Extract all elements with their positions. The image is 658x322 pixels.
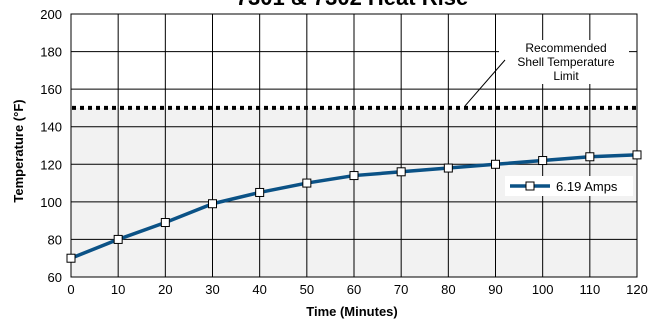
- x-tick-label: 30: [205, 282, 219, 297]
- x-tick-label: 40: [252, 282, 266, 297]
- plot-frame: [70, 13, 638, 278]
- annotation-text-line: Shell Temperature: [517, 55, 614, 69]
- y-tick-label: 100: [40, 195, 62, 210]
- legend-background: [505, 176, 633, 196]
- annotation-text-line: Recommended: [525, 41, 606, 55]
- data-point: [443, 163, 453, 173]
- data-point: [538, 156, 548, 166]
- legend-swatch-marker: [525, 181, 535, 191]
- y-tick-label: 200: [40, 7, 62, 22]
- data-point: [632, 150, 642, 160]
- series-layer: [66, 150, 642, 263]
- y-tick-label: 120: [40, 157, 62, 172]
- legend: 6.19 Amps: [505, 176, 633, 196]
- data-point: [396, 167, 406, 177]
- x-tick-label: 10: [111, 282, 125, 297]
- x-tick-label: 0: [67, 282, 74, 297]
- data-point: [66, 253, 76, 263]
- data-point: [585, 152, 595, 162]
- annotation-leader-line: [464, 59, 506, 107]
- data-point: [255, 187, 265, 197]
- x-tick-label: 70: [394, 282, 408, 297]
- x-axis-title: Time (Minutes): [306, 304, 398, 319]
- y-tick-label: 140: [40, 120, 62, 135]
- y-tick-label: 160: [40, 82, 62, 97]
- data-point: [349, 171, 359, 181]
- y-axis-title: Temperature (°F): [11, 99, 26, 202]
- x-tick-label: 50: [300, 282, 314, 297]
- chart-title: 7301 & 7302 Heat Rise: [236, 0, 468, 10]
- y-tick-labels: 60 80 100 120 140 160 180 200: [40, 7, 62, 285]
- data-point: [160, 218, 170, 228]
- x-tick-labels: 0 10 20 30 40 50 60 70 80 90 100 110 120: [67, 282, 647, 297]
- data-point: [208, 199, 217, 209]
- legend-label: 6.19 Amps: [556, 179, 618, 194]
- annotation-text-line: Limit: [553, 69, 579, 83]
- annotation-background: [499, 40, 629, 84]
- x-tick-label: 110: [579, 282, 600, 297]
- data-point: [113, 234, 123, 244]
- x-tick-label: 90: [488, 282, 502, 297]
- x-tick-label: 120: [626, 282, 648, 297]
- x-tick-label: 80: [441, 282, 455, 297]
- data-point: [491, 159, 500, 169]
- y-tick-label: 60: [48, 270, 62, 285]
- x-tick-label: 60: [347, 282, 361, 297]
- x-tick-label: 100: [532, 282, 554, 297]
- x-tick-label: 20: [158, 282, 172, 297]
- y-tick-label: 80: [48, 232, 62, 247]
- y-tick-label: 180: [40, 45, 62, 60]
- data-point: [302, 178, 312, 188]
